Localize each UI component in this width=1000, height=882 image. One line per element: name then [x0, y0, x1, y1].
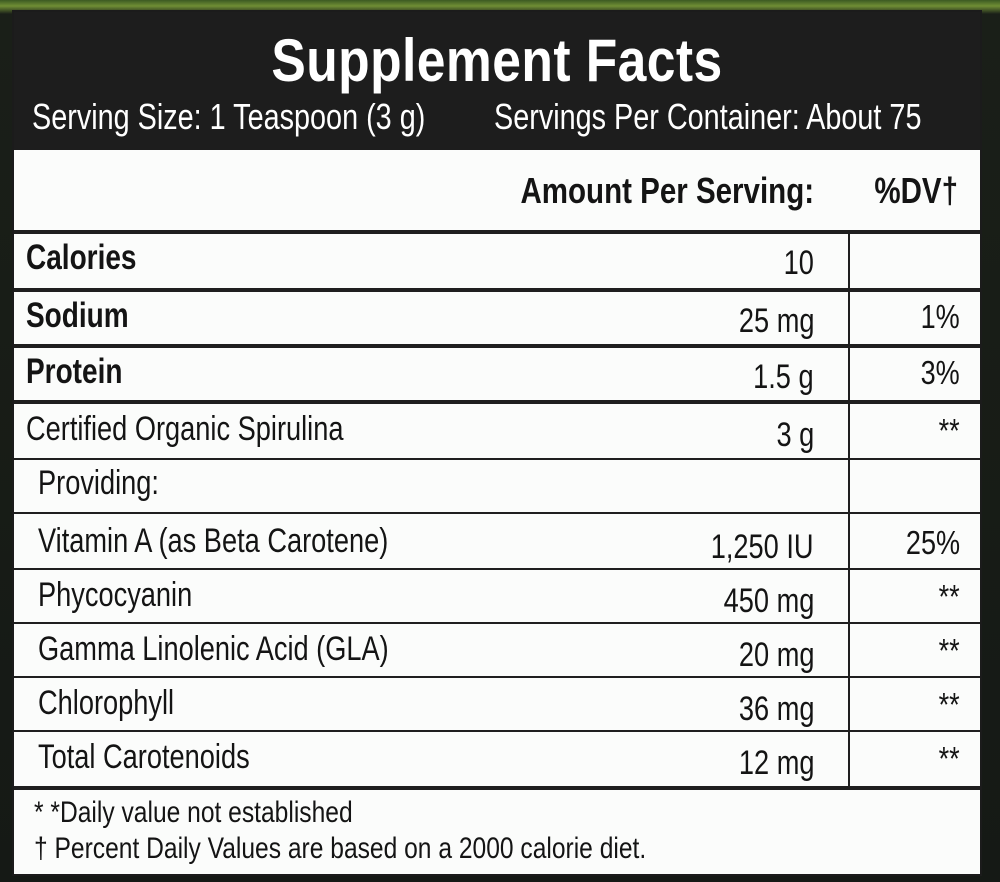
- nutrient-row-vitamin-a: Vitamin A (as Beta Carotene) 1,250 IU 25…: [14, 518, 980, 572]
- supplement-facts-panel: Supplement Facts Serving Size: 1 Teaspoo…: [12, 10, 982, 876]
- divider: [14, 622, 980, 624]
- serving-size: Serving Size: 1 Teaspoon (3 g): [32, 96, 426, 137]
- nutrient-dv: **: [938, 632, 960, 669]
- divider: [14, 512, 980, 514]
- panel-title: Supplement Facts: [271, 27, 723, 94]
- nutrient-dv: 25%: [905, 524, 960, 561]
- nutrient-name: Phycocyanin: [38, 576, 193, 614]
- column-header-amount: Amount Per Serving:: [520, 170, 814, 211]
- column-divider: [848, 230, 850, 402]
- panel-header: Supplement Facts Serving Size: 1 Teaspoo…: [14, 12, 980, 150]
- nutrient-row-protein: Protein 1.5 g 3%: [14, 348, 980, 402]
- nutrient-dv: 1%: [920, 298, 960, 335]
- divider: [14, 400, 980, 404]
- column-divider: [848, 400, 850, 788]
- nutrient-amount: 12 mg: [738, 744, 814, 782]
- nutrient-name: Protein: [26, 352, 123, 391]
- divider: [14, 458, 980, 460]
- servings-per-container: Servings Per Container: About 75: [494, 96, 922, 137]
- nutrient-amount: 1.5 g: [753, 358, 815, 396]
- nutrient-row-carotenoids: Total Carotenoids 12 mg **: [14, 734, 980, 788]
- nutrient-row-providing: Providing:: [14, 460, 980, 514]
- nutrient-row-gla: Gamma Linolenic Acid (GLA) 20 mg **: [14, 626, 980, 680]
- nutrient-amount: 10: [783, 244, 814, 282]
- nutrient-amount: 3 g: [776, 416, 814, 454]
- nutrient-name: Gamma Linolenic Acid (GLA): [38, 630, 389, 668]
- nutrient-amount: 1,250 IU: [711, 528, 814, 566]
- divider: [14, 786, 980, 790]
- column-header-dv: %DV†: [874, 170, 958, 211]
- nutrient-dv: **: [938, 412, 960, 449]
- footnote-percent-dv: † Percent Daily Values are based on a 20…: [34, 832, 647, 865]
- nutrient-amount: 450 mg: [723, 582, 814, 620]
- nutrient-row-chlorophyll: Chlorophyll 36 mg **: [14, 680, 980, 734]
- nutrient-name: Providing:: [38, 464, 159, 502]
- nutrient-row-calories: Calories 10: [14, 234, 980, 288]
- divider: [14, 676, 980, 678]
- divider: [14, 730, 980, 732]
- nutrient-dv: **: [938, 740, 960, 777]
- divider: [14, 230, 980, 234]
- nutrient-amount: 25 mg: [738, 302, 814, 340]
- nutrient-dv: **: [938, 686, 960, 723]
- nutrient-name: Total Carotenoids: [38, 738, 250, 776]
- nutrient-amount: 36 mg: [738, 690, 814, 728]
- nutrient-row-sodium: Sodium 25 mg 1%: [14, 292, 980, 346]
- divider: [14, 568, 980, 570]
- divider: [14, 344, 980, 348]
- nutrient-row-phycocyanin: Phycocyanin 450 mg **: [14, 572, 980, 626]
- nutrient-row-spirulina: Certified Organic Spirulina 3 g **: [14, 406, 980, 460]
- nutrient-dv: 3%: [920, 354, 960, 391]
- nutrient-dv: **: [938, 578, 960, 615]
- nutrient-name: Sodium: [26, 296, 129, 335]
- nutrient-name: Certified Organic Spirulina: [26, 410, 344, 448]
- footnote-daily-value: * *Daily value not established: [34, 796, 353, 829]
- nutrient-name: Chlorophyll: [38, 684, 175, 722]
- nutrient-name: Vitamin A (as Beta Carotene): [38, 522, 389, 560]
- nutrient-name: Calories: [26, 238, 137, 277]
- divider: [14, 288, 980, 292]
- nutrient-amount: 20 mg: [738, 636, 814, 674]
